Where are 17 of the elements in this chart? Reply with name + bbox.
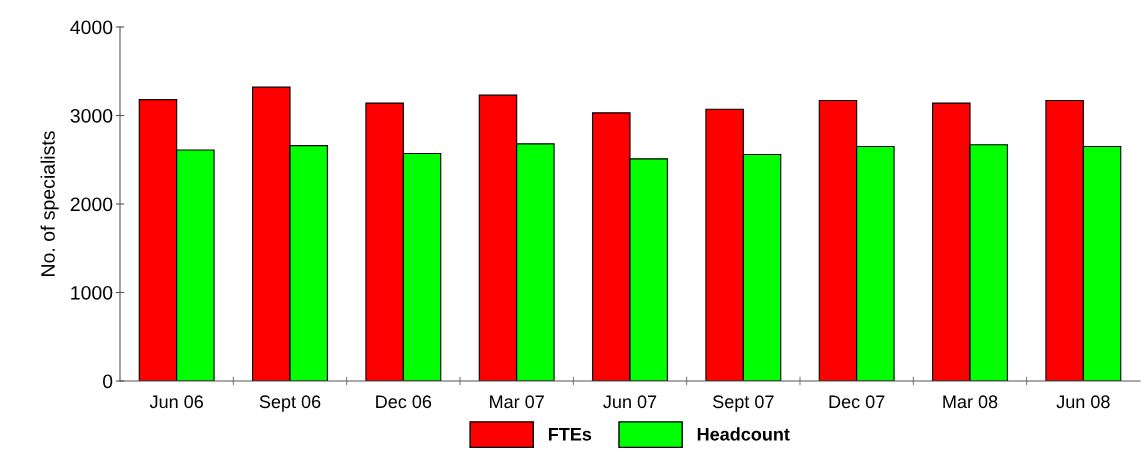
y-tick-label: 2000: [70, 197, 113, 212]
y-tick-label: 4000: [70, 20, 113, 35]
legend-label: FTEs: [548, 428, 592, 441]
legend-label: Headcount: [697, 427, 790, 441]
x-tick-label: Jun 07: [603, 395, 657, 409]
x-tick-label: Jun 08: [1056, 395, 1110, 409]
x-tick-label: Sept 06: [259, 395, 321, 412]
y-tick-label: 0: [103, 374, 113, 389]
x-tick-label: Dec 07: [829, 395, 885, 409]
y-axis-title: No. of specialists: [40, 131, 59, 276]
x-tick-label: Jun 06: [149, 395, 203, 409]
x-tick-label: Mar 07: [490, 395, 544, 409]
x-tick-label: Sept 07: [713, 395, 774, 412]
x-tick-label: Mar 08: [943, 395, 998, 409]
x-tick-label: Dec 06: [376, 395, 432, 409]
y-tick-label: 3000: [70, 108, 113, 123]
y-tick-label: 1000: [71, 285, 113, 300]
